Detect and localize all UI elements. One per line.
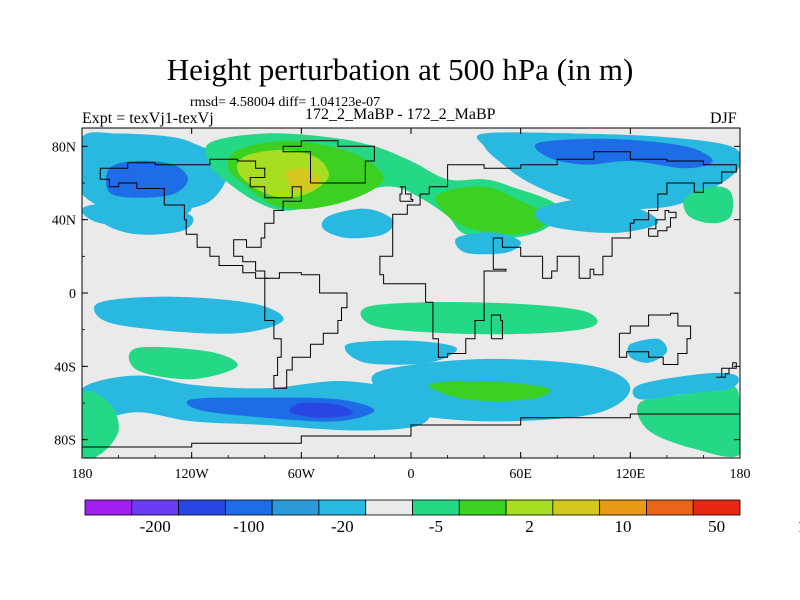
coastline-uk — [399, 186, 414, 202]
colorbar-label: -5 — [429, 517, 443, 536]
colorbar-swatch — [458, 499, 507, 516]
contour-region-tropical-io-positive — [360, 302, 598, 335]
contour-region-atl-negative — [321, 208, 394, 239]
plot-title: Height perturbation at 500 hPa (in m) — [166, 52, 634, 87]
contour-region-south-pac-positive — [128, 346, 238, 380]
lat-tick-label: 40S — [54, 360, 76, 375]
colorbar-swatch — [646, 499, 694, 516]
contour-region-nepac-positive — [683, 186, 734, 224]
coastline-eurasia-africa — [379, 151, 737, 358]
colorbar-swatch — [84, 499, 133, 516]
contour-region-se-pac-negative-rim — [632, 372, 739, 400]
coastlines — [82, 140, 740, 448]
lat-tick-label: 80S — [54, 434, 76, 449]
colorbar-label: -20 — [331, 517, 354, 536]
colorbar-swatch — [552, 499, 601, 516]
coastline-north-america — [99, 158, 302, 279]
colorbar-label: -100 — [233, 517, 264, 536]
colorbar-swatch — [224, 499, 273, 516]
colorbar-swatch — [271, 499, 320, 516]
lat-tick-label: 0 — [69, 287, 76, 302]
colorbar-swatch — [412, 499, 460, 516]
stats-text: rmsd= 4.58004 diff= 1.04123e-07 — [190, 95, 381, 110]
contour-region-se-pac-positive — [637, 384, 740, 457]
coastline-new-zealand — [716, 362, 737, 378]
colorbar-swatch — [599, 499, 647, 516]
contour-region-southwest-positive — [82, 390, 119, 458]
coastline-antarctica-edge — [82, 413, 740, 448]
lon-tick-label: 60E — [509, 467, 532, 482]
lon-tick-label: 180 — [730, 467, 751, 482]
colorbar-label: -200 — [140, 517, 171, 536]
colorbar-swatch — [365, 499, 413, 516]
map-plot-area — [82, 128, 740, 458]
experiment-label: Expt = texVj1-texVj — [82, 110, 214, 127]
colorbar-swatch — [505, 499, 554, 516]
colorbar-swatch — [178, 499, 226, 516]
colorbar-swatch — [692, 499, 741, 516]
contour-region-sp-negative-core2 — [289, 402, 354, 418]
colorbar-label: 50 — [708, 517, 725, 536]
contour-region-na-positive-peak — [286, 167, 320, 192]
contour-region-central-pac-negative — [101, 206, 194, 235]
coastline-japan — [648, 210, 677, 237]
lon-tick-label: 0 — [408, 467, 415, 482]
contour-region-nw-pacific-negative-core — [105, 160, 188, 198]
lat-tick-label: 40N — [52, 214, 76, 229]
contour-region-tropical-pac-negative — [93, 296, 284, 334]
contour-region-asia-positive — [435, 186, 549, 235]
coastline-greenland — [282, 140, 375, 184]
colorbar: -200 -100 -20 -5 2 10 50 150 — [84, 499, 800, 536]
map-axes: 80N 40N 0 40S 80S 180 120W 60W 0 60E 120E 180 — [52, 128, 751, 482]
colorbar-label: 150 — [797, 517, 800, 536]
lon-tick-label: 60W — [288, 467, 316, 482]
lon-tick-label: 120E — [616, 467, 646, 482]
colorbar-swatch — [131, 499, 179, 516]
contour-region-south-atl-positive-core — [429, 380, 551, 401]
lon-tick-label: 180 — [72, 467, 93, 482]
colorbar-label: 2 — [525, 517, 534, 536]
coastline-australia — [618, 312, 692, 365]
lon-tick-label: 120W — [175, 467, 210, 482]
coastline-madagascar — [490, 314, 503, 340]
lat-tick-label: 80N — [52, 140, 76, 155]
coastline-south-america — [264, 272, 348, 389]
season-label: DJF — [710, 110, 737, 127]
contour-region-africa-negative — [455, 232, 522, 255]
colorbar-label: 10 — [615, 517, 632, 536]
contour-region-south-atl-negative-1 — [344, 340, 458, 365]
colorbar-swatch — [318, 499, 367, 516]
plot-subtitle: 172_2_MaBP - 172_2_MaBP — [305, 106, 496, 123]
contour-region-asia-negative-strip — [534, 197, 659, 233]
